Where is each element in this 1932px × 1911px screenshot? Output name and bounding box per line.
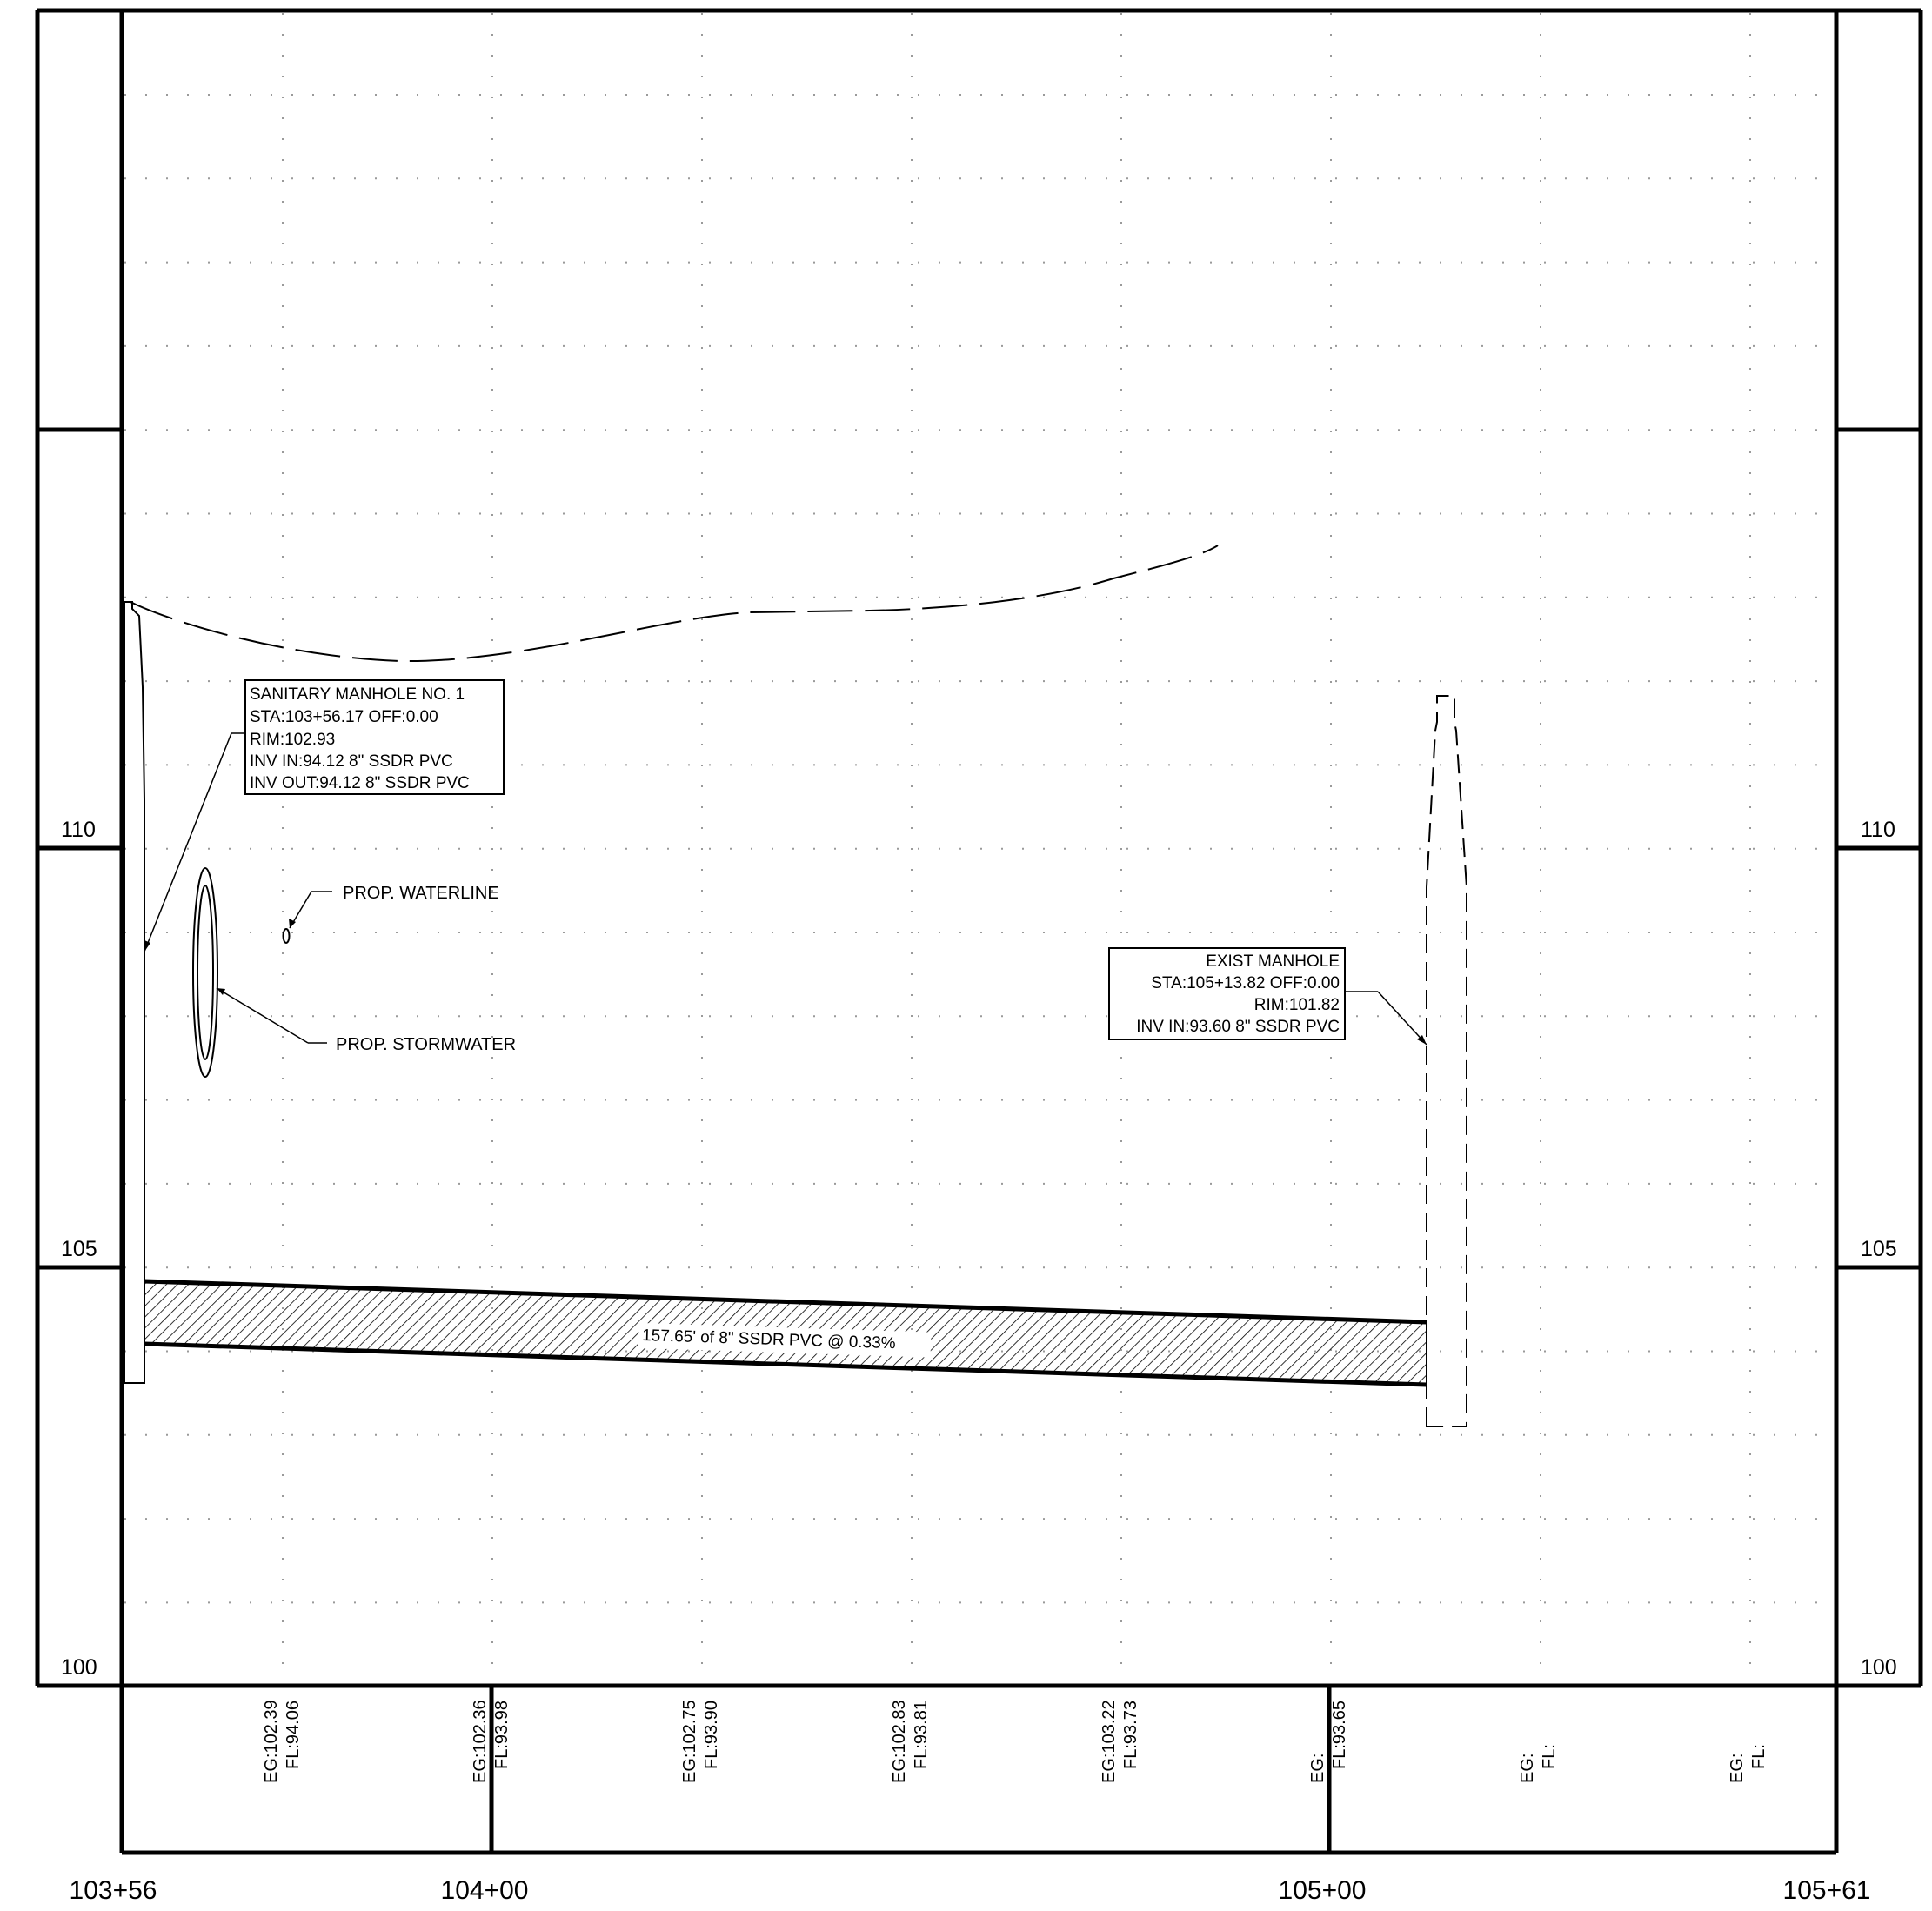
elevation-label-right-110: 110 bbox=[1861, 818, 1895, 842]
callout-line: STA:103+56.17 OFF:0.00 bbox=[250, 708, 438, 726]
sanitary-manhole-structure bbox=[124, 601, 145, 1384]
arrow-head-icon bbox=[1417, 1035, 1427, 1045]
station-label-105-00: 105+00 bbox=[1279, 1876, 1367, 1905]
profile-fl-value: FL:93.65 bbox=[1330, 1701, 1349, 1769]
elevation-label-right-100: 100 bbox=[1861, 1655, 1897, 1680]
grid-dots bbox=[124, 13, 1834, 1683]
elevation-label-left-110: 110 bbox=[61, 818, 96, 842]
callout-box bbox=[1108, 947, 1346, 1040]
callout-leader bbox=[144, 732, 232, 952]
profile-fl-value: FL:93.98 bbox=[492, 1701, 511, 1769]
elevation-label-right-105: 105 bbox=[1861, 1237, 1897, 1261]
profile-fl-value: FL:93.81 bbox=[912, 1701, 931, 1769]
stormwater-pipe-outer bbox=[192, 867, 218, 1078]
arrow-head-icon bbox=[144, 940, 150, 952]
exist-manhole-callout: EXIST MANHOLE STA:105+13.82 OFF:0.00 RIM… bbox=[1108, 947, 1427, 1046]
callout-line: SANITARY MANHOLE NO. 1 bbox=[250, 685, 465, 704]
profile-eg-value: EG:103.22 bbox=[1100, 1700, 1119, 1783]
elevation-label-left-105: 105 bbox=[61, 1237, 97, 1261]
elevation-label-left-100: 100 bbox=[61, 1655, 97, 1680]
profile-band: EG:102.39 FL:94.06 EG:102.36 FL:93.98 EG… bbox=[262, 1700, 1768, 1783]
existing-manhole-structure bbox=[1426, 695, 1467, 1427]
profile-eg-value: EG: bbox=[1308, 1754, 1327, 1783]
stormwater-pipe-inner bbox=[197, 885, 214, 1060]
station-label-103-56: 103+56 bbox=[70, 1876, 157, 1905]
arrow-head-icon bbox=[217, 988, 225, 995]
callout-line: RIM:101.82 bbox=[1254, 996, 1340, 1014]
profile-fl-value: FL:94.06 bbox=[284, 1701, 303, 1769]
callout-line: EXIST MANHOLE bbox=[1206, 952, 1340, 971]
profile-eg-value: EG: bbox=[1518, 1754, 1537, 1783]
callout-leader bbox=[1377, 991, 1427, 1046]
existing-ground-profile bbox=[130, 545, 1219, 663]
callout-line: INV IN:94.12 8" SSDR PVC bbox=[250, 752, 453, 771]
profile-fl-value: FL:93.73 bbox=[1121, 1701, 1140, 1769]
callout-line: STA:105+13.82 OFF:0.00 bbox=[1151, 974, 1340, 992]
profile-eg-value: EG:102.36 bbox=[471, 1700, 490, 1783]
callout-line: RIM:102.93 bbox=[250, 731, 335, 749]
profile-eg-value: EG: bbox=[1728, 1754, 1747, 1783]
profile-fl-value: FL: bbox=[1540, 1744, 1559, 1769]
station-label-105-61: 105+61 bbox=[1783, 1876, 1871, 1905]
profile-eg-value: EG:102.83 bbox=[890, 1700, 909, 1783]
sanitary-manhole-callout: SANITARY MANHOLE NO. 1 STA:103+56.17 OFF… bbox=[144, 679, 505, 952]
arrow-head-icon bbox=[289, 919, 296, 928]
stormwater-label: PROP. STORMWATER bbox=[336, 1035, 516, 1054]
waterline-symbol bbox=[282, 928, 291, 944]
stormwater-leader bbox=[216, 987, 309, 1044]
callout-line: INV OUT:94.12 8" SSDR PVC bbox=[250, 774, 470, 792]
profile-eg-value: EG:102.39 bbox=[262, 1700, 281, 1783]
profile-fl-value: FL: bbox=[1749, 1744, 1768, 1769]
callout-line: INV IN:93.60 8" SSDR PVC bbox=[1136, 1018, 1340, 1036]
profile-fl-value: FL:93.90 bbox=[702, 1701, 721, 1769]
callout-box bbox=[244, 679, 505, 795]
station-label-104-00: 104+00 bbox=[441, 1876, 529, 1905]
waterline-label: PROP. WATERLINE bbox=[343, 884, 499, 903]
drawing-frame bbox=[35, 8, 1923, 1855]
profile-eg-value: EG:102.75 bbox=[680, 1700, 699, 1783]
